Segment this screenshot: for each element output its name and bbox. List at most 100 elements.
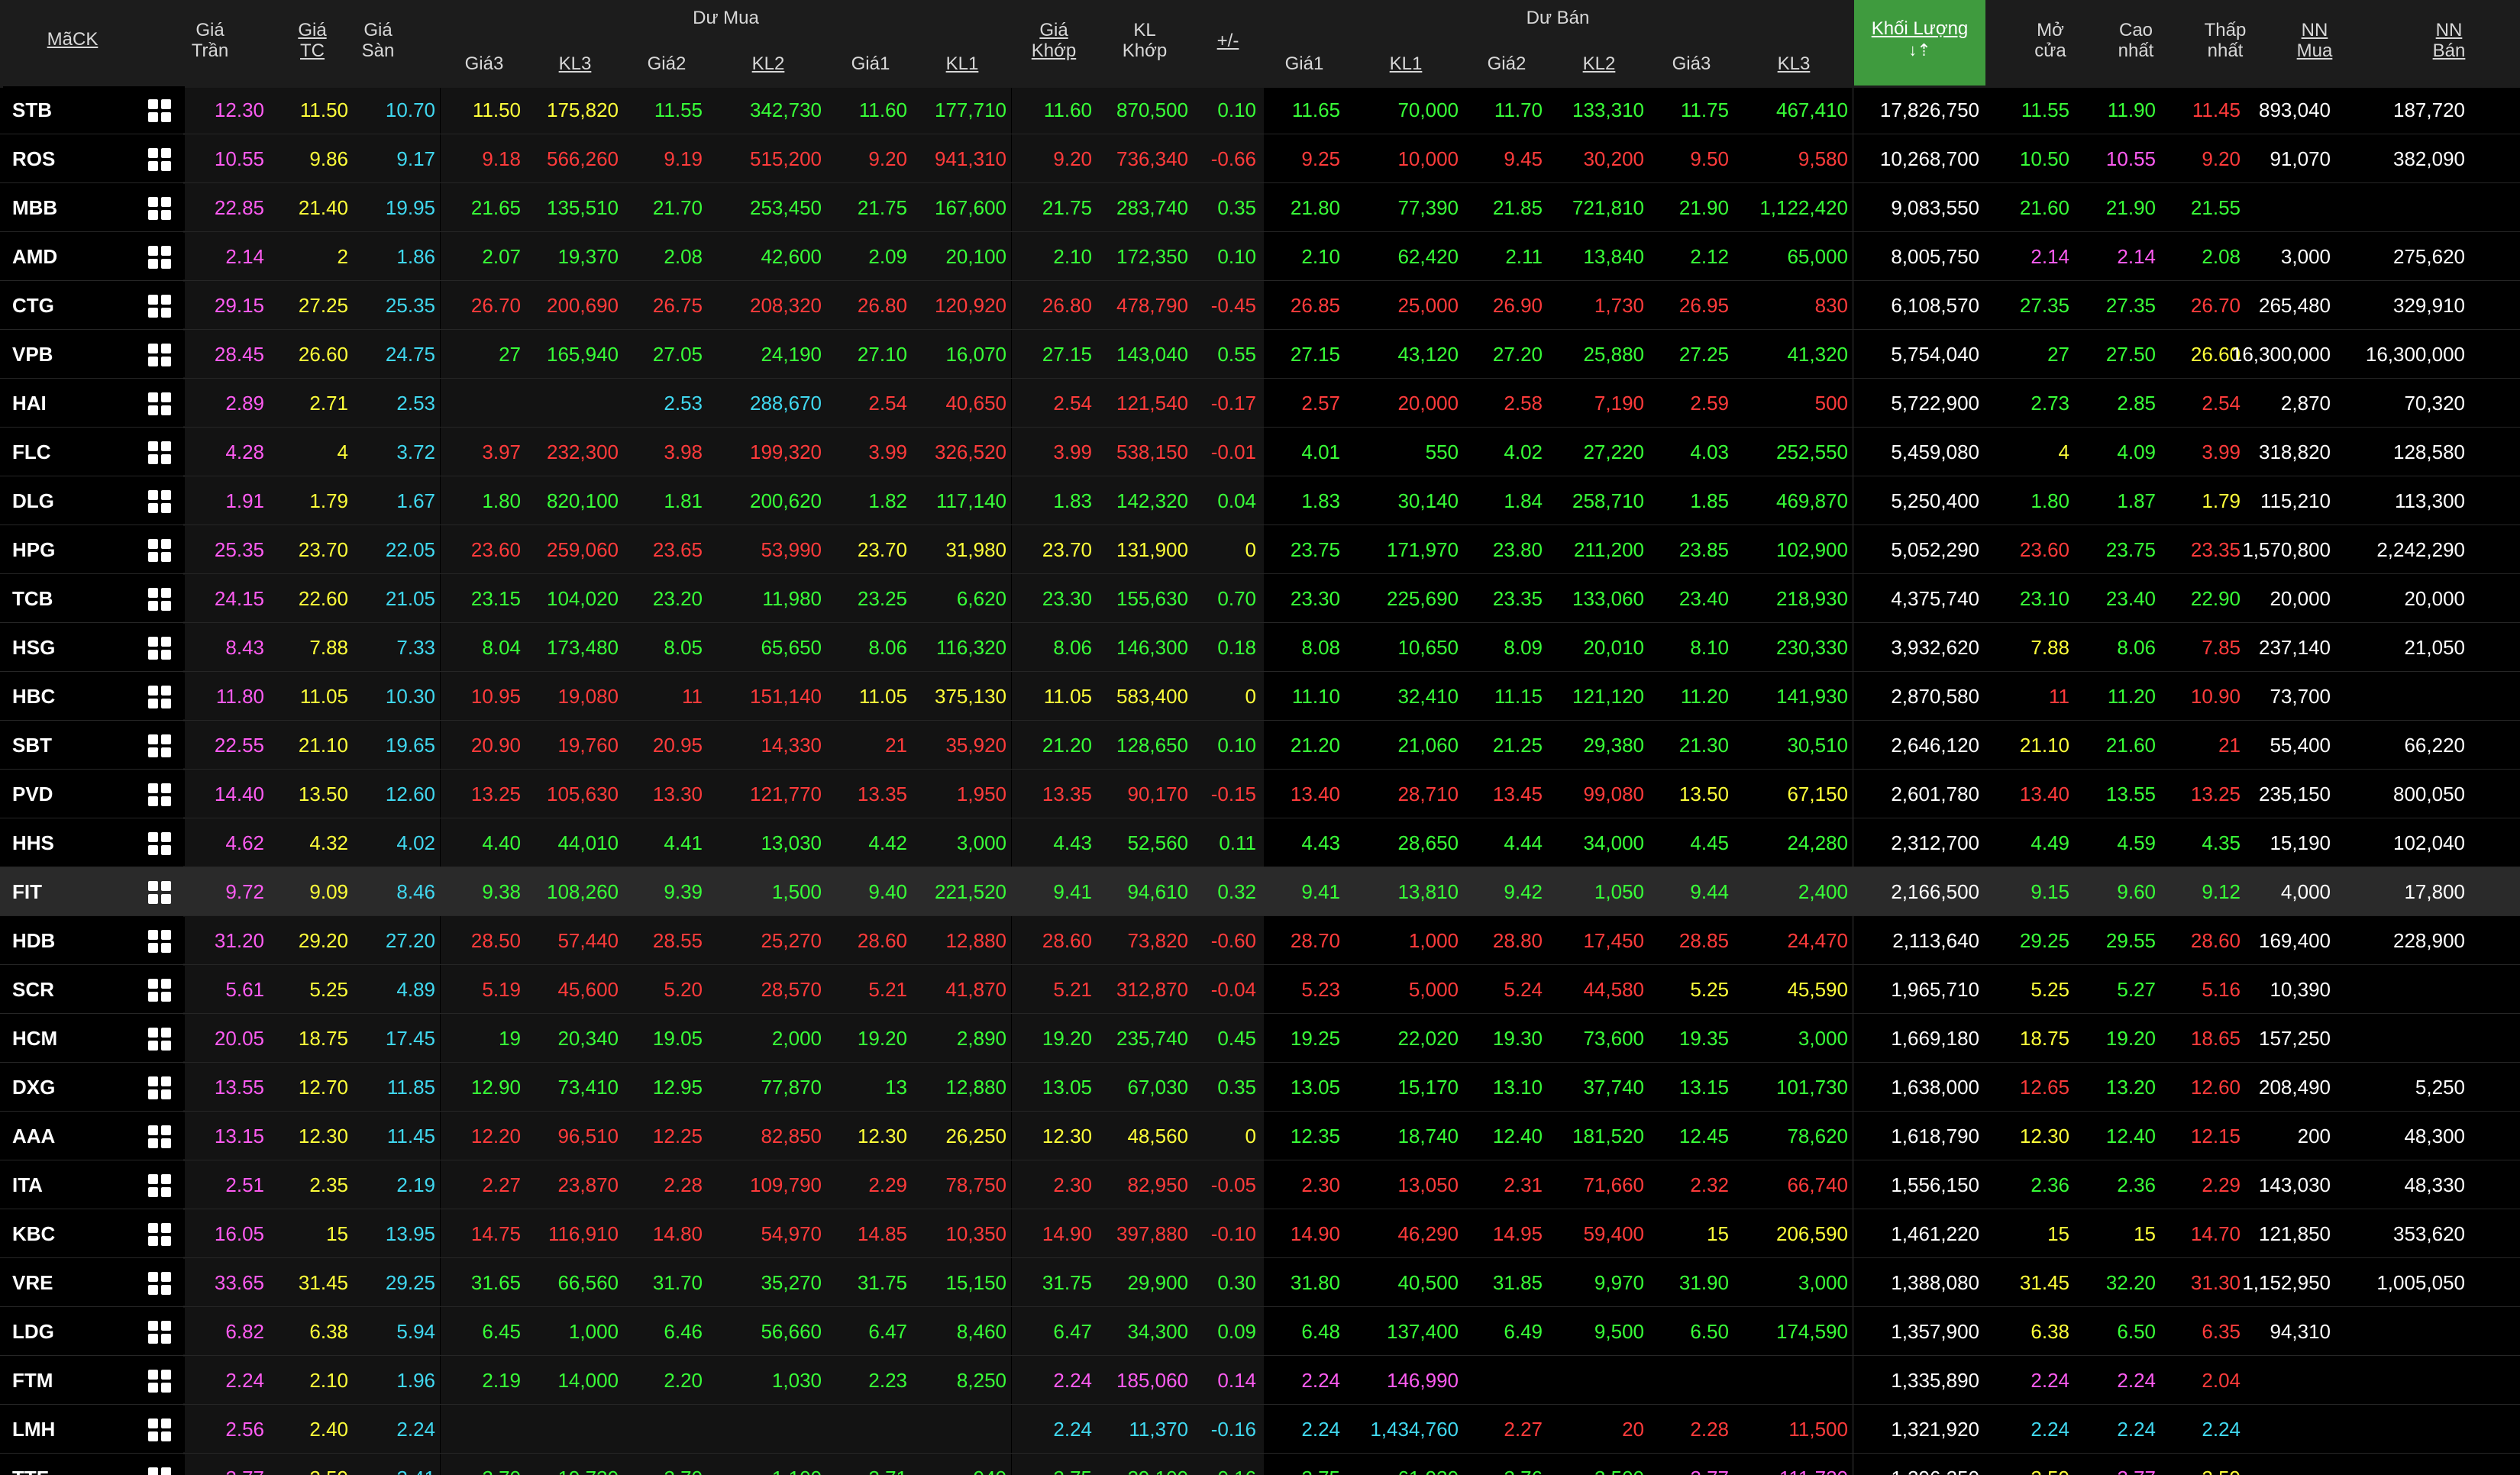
- symbol-code[interactable]: MBB: [12, 196, 58, 219]
- symbol-code[interactable]: HHS: [12, 831, 54, 854]
- symbol-code[interactable]: LDG: [12, 1320, 54, 1343]
- symbol-code[interactable]: TTF: [12, 1454, 49, 1475]
- symbol-code[interactable]: HCM: [12, 1027, 58, 1050]
- symbol-cell[interactable]: HHS: [3, 819, 185, 866]
- header-ask-vol3[interactable]: KL3: [1777, 53, 1811, 74]
- symbol-code[interactable]: KBC: [12, 1222, 56, 1245]
- table-row[interactable]: LDG 6.82 6.38 5.94 6.45 1,000 6.46 56,660 6.47 8,…: [0, 1307, 2520, 1356]
- grid-icon[interactable]: [148, 1028, 171, 1051]
- symbol-code[interactable]: AAA: [12, 1125, 56, 1147]
- grid-icon[interactable]: [148, 1321, 171, 1344]
- symbol-code[interactable]: STB: [12, 98, 52, 121]
- symbol-code[interactable]: PVD: [12, 783, 53, 805]
- symbol-cell[interactable]: FLC: [3, 428, 185, 475]
- symbol-code[interactable]: SBT: [12, 734, 52, 757]
- table-row[interactable]: HCM 20.05 18.75 17.45 19 20,340 19.05 2,000 19.2…: [0, 1014, 2520, 1063]
- symbol-cell[interactable]: PVD: [3, 770, 185, 817]
- symbol-code[interactable]: DLG: [12, 489, 54, 512]
- table-row[interactable]: FLC 4.28 4 3.72 3.97 232,300 3.98 199,320 3.99 32…: [0, 428, 2520, 476]
- symbol-code[interactable]: FIT: [12, 880, 42, 903]
- table-row[interactable]: TTF 2.77 2.59 2.41 2.70 19,730 2.70 1,100 2.71 94…: [0, 1454, 2520, 1475]
- header-symbol[interactable]: MãCK: [47, 29, 99, 50]
- symbol-code[interactable]: VRE: [12, 1271, 53, 1294]
- symbol-cell[interactable]: HSG: [3, 624, 185, 670]
- symbol-cell[interactable]: HBC: [3, 673, 185, 719]
- grid-icon[interactable]: [148, 930, 171, 953]
- header-match-price[interactable]: Giá Khớp: [1031, 20, 1077, 61]
- symbol-code[interactable]: ITA: [12, 1173, 43, 1196]
- symbol-cell[interactable]: VRE: [3, 1259, 185, 1306]
- grid-icon[interactable]: [148, 295, 171, 318]
- header-bid-vol2[interactable]: KL2: [751, 53, 785, 74]
- symbol-code[interactable]: HBC: [12, 685, 56, 708]
- symbol-code[interactable]: TCB: [12, 587, 53, 610]
- grid-icon[interactable]: [148, 441, 171, 464]
- grid-icon[interactable]: [148, 637, 171, 660]
- symbol-cell[interactable]: DXG: [3, 1063, 185, 1110]
- symbol-code[interactable]: VPB: [12, 343, 53, 366]
- table-row[interactable]: FIT 9.72 9.09 8.46 9.38 108,260 9.39 1,500 9.40 2…: [0, 867, 2520, 916]
- table-row[interactable]: DLG 1.91 1.79 1.67 1.80 820,100 1.81 200,620 1.8…: [0, 476, 2520, 525]
- symbol-cell[interactable]: STB: [3, 86, 185, 133]
- grid-icon[interactable]: [148, 1272, 171, 1295]
- table-row[interactable]: FTM 2.24 2.10 1.96 2.19 14,000 2.20 1,030 2.23 8,…: [0, 1356, 2520, 1405]
- grid-icon[interactable]: [148, 1467, 171, 1475]
- table-row[interactable]: HPG 25.35 23.70 22.05 23.60 259,060 23.65 53,99…: [0, 525, 2520, 574]
- grid-icon[interactable]: [148, 832, 171, 855]
- table-row[interactable]: SCR 5.61 5.25 4.89 5.19 45,600 5.20 28,570 5.21 4…: [0, 965, 2520, 1014]
- symbol-cell[interactable]: ITA: [3, 1161, 185, 1208]
- symbol-code[interactable]: ROS: [12, 147, 56, 170]
- symbol-code[interactable]: LMH: [12, 1418, 56, 1441]
- grid-icon[interactable]: [148, 392, 171, 415]
- table-row[interactable]: STB 12.30 11.50 10.70 11.50 175,820 11.55 342,7…: [0, 86, 2520, 134]
- grid-icon[interactable]: [148, 734, 171, 757]
- grid-icon[interactable]: [148, 881, 171, 904]
- symbol-cell[interactable]: TTF: [3, 1454, 185, 1475]
- table-row[interactable]: ROS 10.55 9.86 9.17 9.18 566,260 9.19 515,200 9.…: [0, 134, 2520, 183]
- grid-icon[interactable]: [148, 246, 171, 269]
- header-foreign-sell[interactable]: NN Bán: [2432, 20, 2466, 61]
- header-bid-vol3[interactable]: KL3: [558, 53, 592, 74]
- table-row[interactable]: VRE 33.65 31.45 29.25 31.65 66,560 31.70 35,270…: [0, 1258, 2520, 1307]
- header-reference[interactable]: Giá TC: [298, 20, 327, 61]
- table-row[interactable]: TCB 24.15 22.60 21.05 23.15 104,020 23.20 11,98…: [0, 574, 2520, 623]
- grid-icon[interactable]: [148, 979, 171, 1002]
- table-row[interactable]: DXG 13.55 12.70 11.85 12.90 73,410 12.95 77,870…: [0, 1063, 2520, 1112]
- table-row[interactable]: KBC 16.05 15 13.95 14.75 116,910 14.80 54,970 14…: [0, 1209, 2520, 1258]
- symbol-cell[interactable]: HDB: [3, 917, 185, 963]
- symbol-cell[interactable]: FIT: [3, 868, 185, 915]
- symbol-code[interactable]: DXG: [12, 1076, 56, 1099]
- symbol-cell[interactable]: AMD: [3, 233, 185, 279]
- symbol-code[interactable]: FTM: [12, 1369, 53, 1392]
- symbol-code[interactable]: HPG: [12, 538, 56, 561]
- symbol-code[interactable]: AMD: [12, 245, 58, 268]
- symbol-cell[interactable]: CTG: [3, 282, 185, 328]
- grid-icon[interactable]: [148, 99, 171, 122]
- table-row[interactable]: HHS 4.62 4.32 4.02 4.40 44,010 4.41 13,030 4.42 3…: [0, 818, 2520, 867]
- symbol-cell[interactable]: HCM: [3, 1015, 185, 1061]
- symbol-cell[interactable]: ROS: [3, 135, 185, 182]
- symbol-cell[interactable]: SBT: [3, 721, 185, 768]
- symbol-cell[interactable]: HPG: [3, 526, 185, 573]
- grid-icon[interactable]: [148, 783, 171, 806]
- sort-icon[interactable]: ↓⇡: [1897, 40, 1943, 60]
- table-row[interactable]: HSG 8.43 7.88 7.33 8.04 173,480 8.05 65,650 8.06…: [0, 623, 2520, 672]
- grid-icon[interactable]: [148, 490, 171, 513]
- header-total-volume[interactable]: Khối Lượng: [1871, 18, 1969, 39]
- header-ask-vol1[interactable]: KL1: [1389, 53, 1423, 74]
- grid-icon[interactable]: [148, 1223, 171, 1246]
- symbol-cell[interactable]: TCB: [3, 575, 185, 621]
- symbol-code[interactable]: HDB: [12, 929, 56, 952]
- grid-icon[interactable]: [148, 1419, 171, 1441]
- table-row[interactable]: CTG 29.15 27.25 25.35 26.70 200,690 26.75 208,3…: [0, 281, 2520, 330]
- symbol-cell[interactable]: HAI: [3, 379, 185, 426]
- grid-icon[interactable]: [148, 588, 171, 611]
- grid-icon[interactable]: [148, 148, 171, 171]
- header-ask-vol2[interactable]: KL2: [1582, 53, 1616, 74]
- symbol-cell[interactable]: LMH: [3, 1406, 185, 1452]
- symbol-code[interactable]: SCR: [12, 978, 54, 1001]
- symbol-code[interactable]: HSG: [12, 636, 56, 659]
- grid-icon[interactable]: [148, 344, 171, 366]
- table-row[interactable]: HBC 11.80 11.05 10.30 10.95 19,080 11 151,140 11…: [0, 672, 2520, 721]
- symbol-cell[interactable]: FTM: [3, 1357, 185, 1403]
